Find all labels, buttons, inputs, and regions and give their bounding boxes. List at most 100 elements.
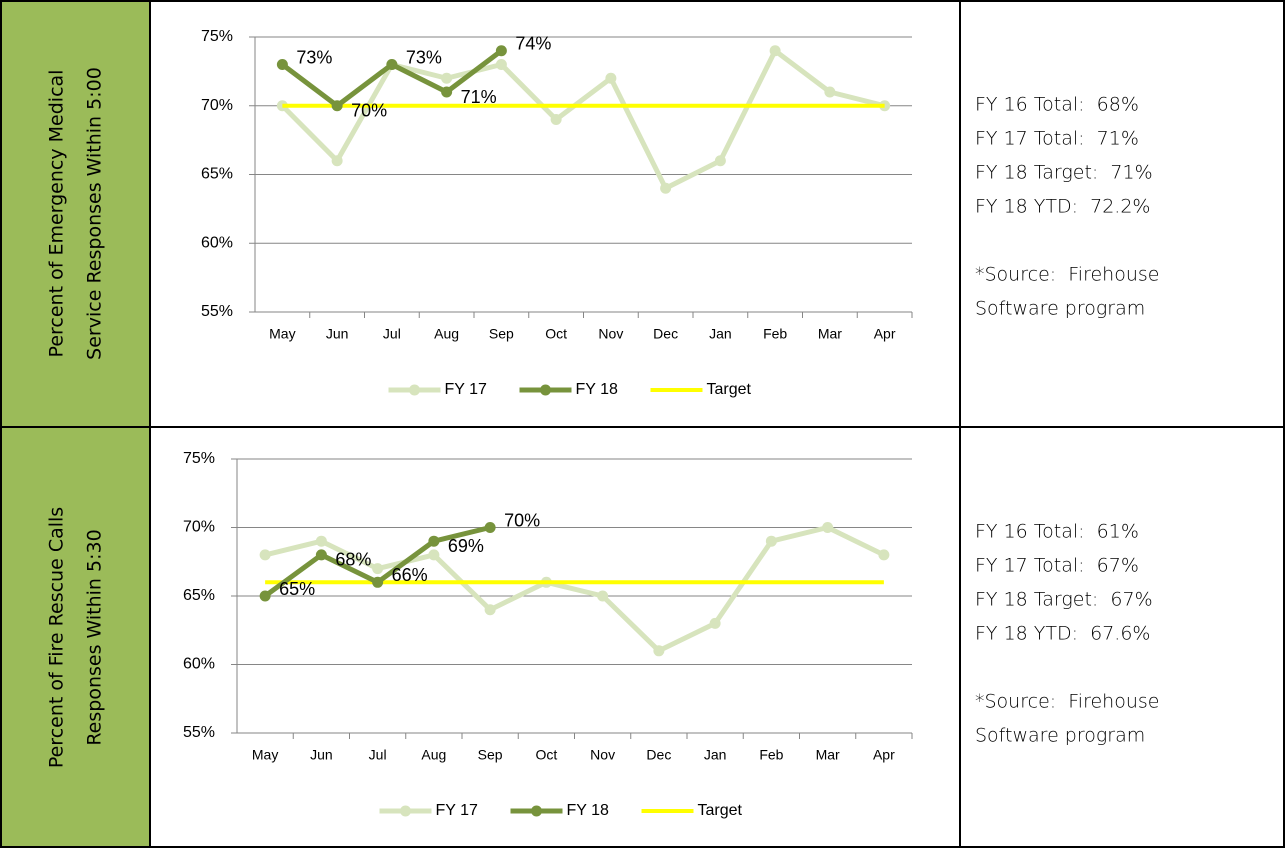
- x-tick-label: Dec: [653, 326, 678, 342]
- y-tick-label: 60%: [183, 656, 215, 673]
- legend-label: FY 17: [445, 381, 488, 398]
- row-label: Responses Within 5:30: [84, 529, 106, 745]
- note-line: *Source: Firehouse: [975, 264, 1159, 286]
- note-line: FY 18 YTD: 72.2%: [975, 196, 1150, 218]
- data-label: 74%: [515, 34, 551, 54]
- x-tick-label: Aug: [434, 326, 459, 342]
- x-tick-label: Jul: [383, 326, 401, 342]
- marker: [824, 86, 836, 98]
- marker: [276, 59, 288, 70]
- marker: [822, 522, 834, 533]
- data-label: 69%: [448, 536, 484, 556]
- row-label: Percent of Emergency Medical: [46, 70, 68, 358]
- x-tick-label: Apr: [874, 326, 896, 342]
- x-tick-label: Feb: [759, 747, 783, 763]
- legend-label: FY 18: [576, 381, 619, 398]
- legend-marker: [531, 805, 542, 817]
- x-tick-label: Jan: [704, 747, 727, 763]
- note-line: FY 17 Total: 67%: [975, 555, 1139, 577]
- marker: [878, 549, 890, 561]
- data-label: 70%: [351, 101, 387, 121]
- marker: [597, 590, 609, 602]
- x-tick-label: Mar: [816, 747, 840, 763]
- data-label: 70%: [504, 510, 540, 530]
- marker: [765, 535, 777, 547]
- marker: [709, 617, 721, 629]
- marker: [372, 563, 384, 575]
- data-label: 73%: [406, 47, 442, 67]
- marker: [495, 45, 507, 57]
- x-tick-label: Feb: [763, 326, 787, 342]
- legend-marker: [540, 384, 551, 396]
- x-tick-label: Oct: [535, 747, 557, 763]
- data-label: 68%: [335, 550, 371, 570]
- x-tick-label: Jun: [310, 747, 333, 763]
- marker: [428, 535, 440, 547]
- y-tick-label: 65%: [183, 587, 215, 604]
- data-label: 66%: [392, 565, 428, 585]
- x-tick-label: Jul: [369, 747, 387, 763]
- row-label: Percent of Fire Rescue Calls: [46, 507, 68, 768]
- marker: [495, 59, 507, 70]
- label-cell: [1, 1, 150, 426]
- marker: [331, 155, 343, 167]
- legend-label: FY 17: [436, 802, 479, 819]
- marker: [331, 100, 343, 112]
- x-tick-label: Sep: [478, 747, 503, 763]
- y-tick-label: 75%: [183, 450, 215, 467]
- marker: [441, 72, 453, 84]
- marker: [484, 522, 496, 533]
- series-line: [280, 48, 886, 191]
- marker: [550, 114, 562, 125]
- y-tick-label: 70%: [201, 97, 233, 114]
- note-line: Software program: [975, 298, 1145, 320]
- x-tick-label: Nov: [598, 326, 623, 342]
- note-line: FY 16 Total: 68%: [975, 94, 1139, 116]
- x-tick-label: Aug: [421, 747, 446, 763]
- legend-marker: [400, 805, 411, 817]
- legend-label: FY 18: [567, 802, 610, 819]
- y-tick-label: 65%: [201, 166, 233, 183]
- x-tick-label: Sep: [489, 326, 514, 342]
- marker: [441, 86, 453, 98]
- marker: [315, 535, 327, 547]
- marker: [259, 590, 271, 602]
- marker: [769, 45, 781, 57]
- note-line: FY 16 Total: 61%: [975, 521, 1139, 543]
- data-label: 71%: [461, 87, 497, 107]
- x-tick-label: Mar: [818, 326, 842, 342]
- x-tick-label: Jun: [326, 326, 349, 342]
- x-tick-label: Apr: [873, 747, 895, 763]
- legend-label: Target: [698, 802, 743, 819]
- note-line: FY 18 YTD: 67.6%: [975, 623, 1150, 645]
- y-tick-label: 75%: [201, 28, 233, 45]
- marker: [428, 549, 440, 561]
- marker: [315, 549, 327, 561]
- marker: [259, 549, 271, 561]
- x-tick-label: May: [252, 747, 278, 763]
- marker: [386, 59, 398, 70]
- data-label: 65%: [279, 579, 315, 599]
- marker: [605, 72, 617, 84]
- note-line: FY 18 Target: 71%: [975, 162, 1153, 184]
- series-line: [264, 525, 885, 654]
- marker: [653, 645, 665, 657]
- x-tick-label: Oct: [545, 326, 567, 342]
- marker: [484, 604, 496, 616]
- legend-label: Target: [707, 381, 752, 398]
- x-tick-label: Dec: [646, 747, 671, 763]
- marker: [372, 576, 384, 588]
- x-tick-label: Nov: [590, 747, 615, 763]
- y-tick-label: 55%: [201, 303, 233, 320]
- label-cell: [1, 428, 150, 847]
- y-tick-label: 70%: [183, 519, 215, 536]
- note-line: FY 17 Total: 71%: [975, 128, 1139, 150]
- legend-marker: [409, 384, 420, 396]
- x-tick-label: Jan: [709, 326, 732, 342]
- marker: [714, 155, 726, 167]
- note-line: Software program: [975, 725, 1145, 747]
- note-line: *Source: Firehouse: [975, 691, 1159, 713]
- note-line: FY 18 Target: 67%: [975, 589, 1153, 611]
